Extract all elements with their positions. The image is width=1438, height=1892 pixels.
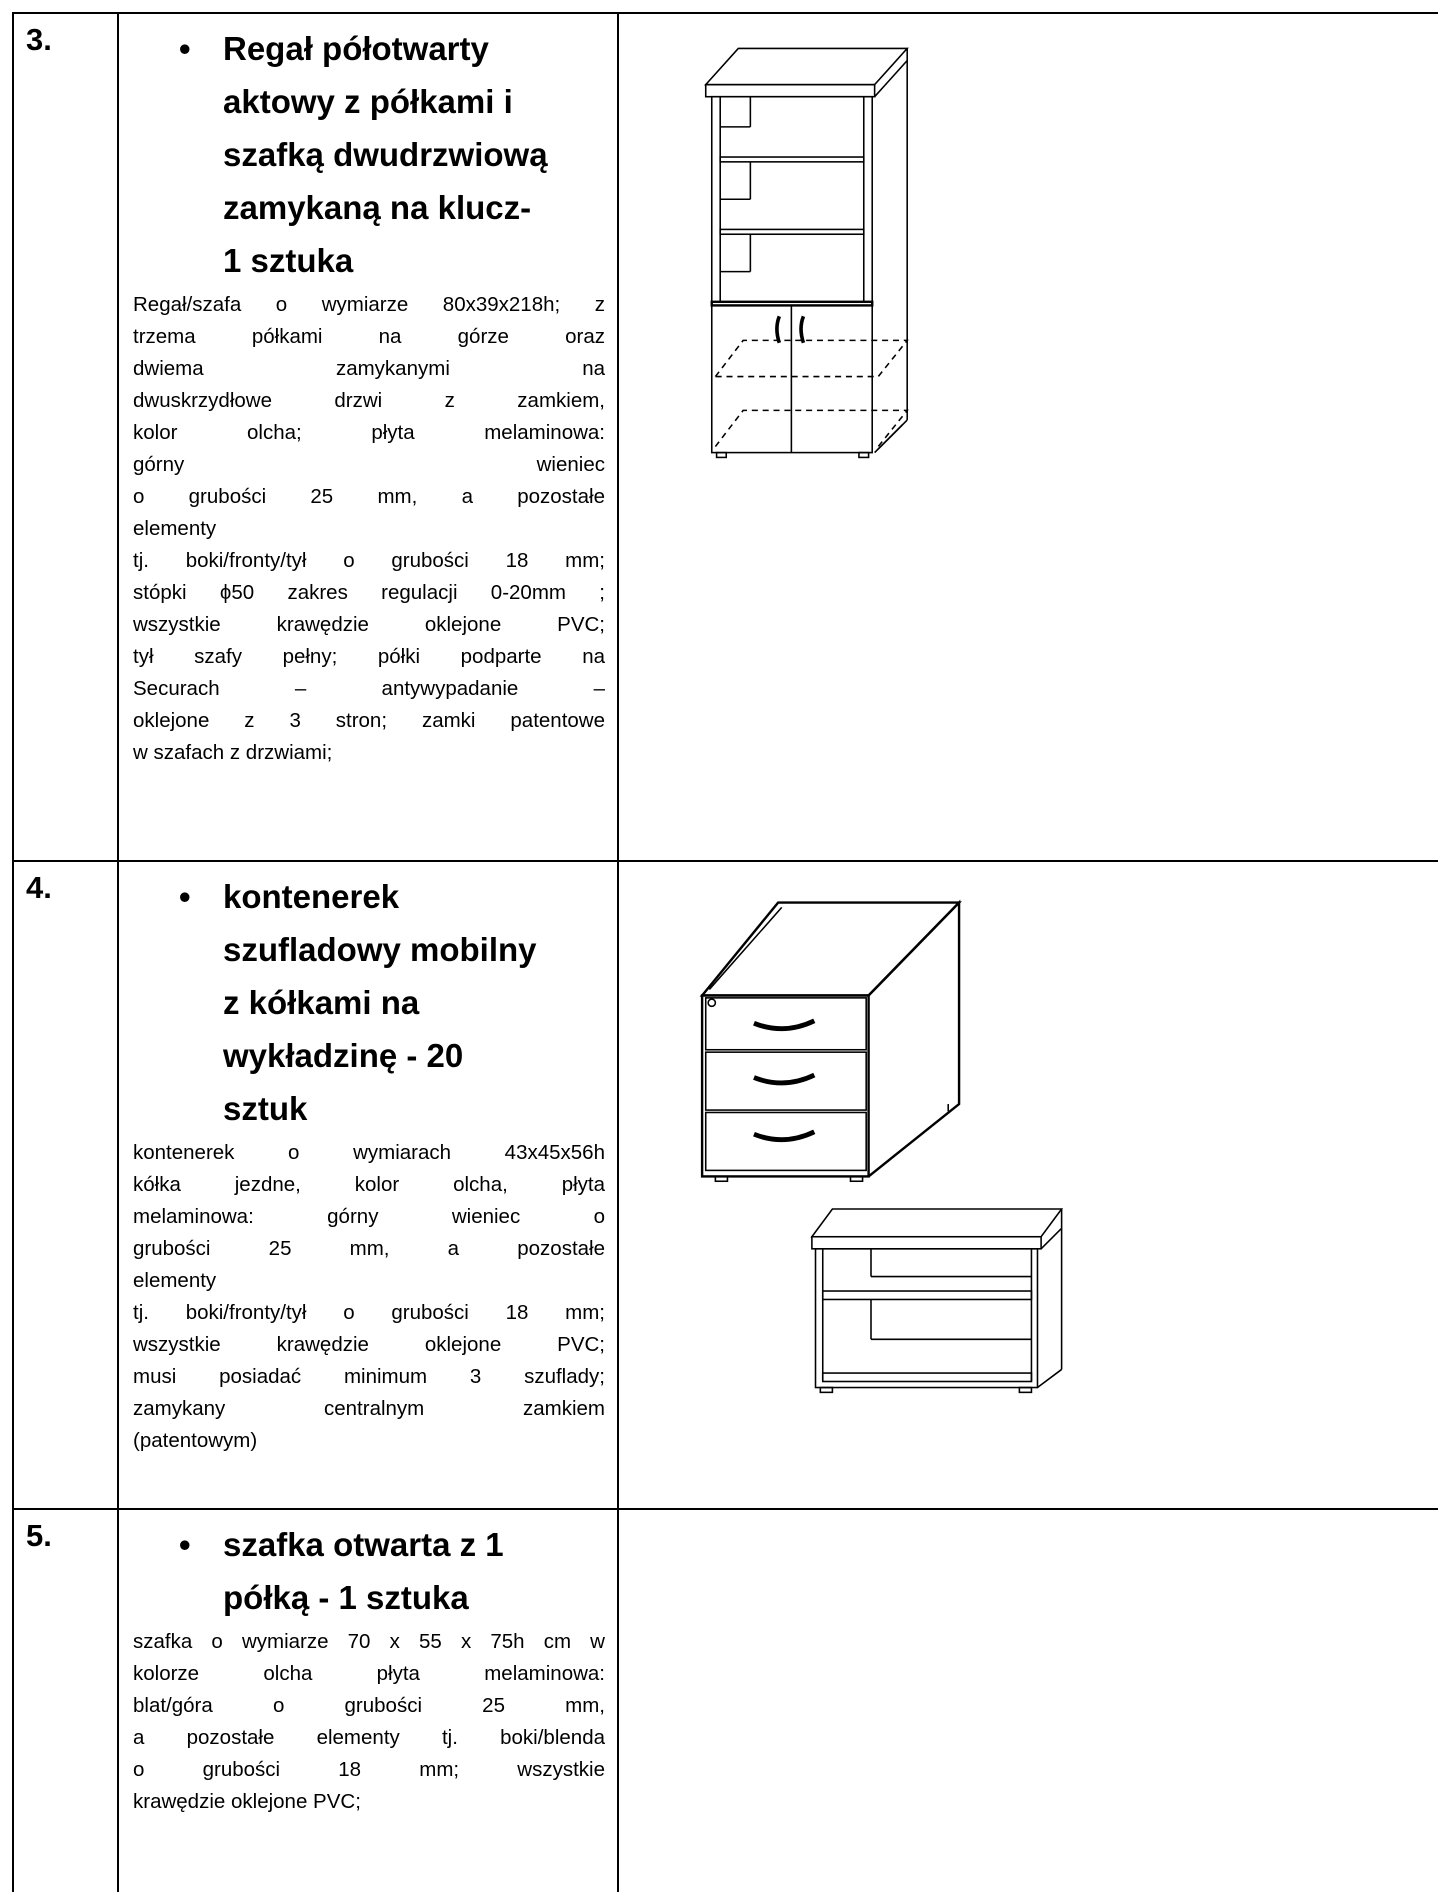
description-line: tj. boki/fronty/tył o grubości 18 mm; <box>133 549 605 572</box>
description-line: tj. boki/fronty/tył o grubości 18 mm; <box>133 1301 605 1324</box>
description-line: wszystkie krawędzie oklejone PVC; <box>133 613 605 636</box>
item-description: Regał/szafa o wymiarze 80x39x218h; z trze… <box>133 289 605 769</box>
description-line: Securach – antywypadanie – <box>133 677 605 700</box>
description-line: szafka o wymiarze 70 x 55 x 75h cm w <box>133 1630 605 1653</box>
item-number: 4. <box>26 870 52 905</box>
description-line: melaminowa: górny wieniec o <box>133 1205 605 1228</box>
description-line: w szafach z drzwiami; <box>133 741 333 764</box>
description-line: zamykany centralnym zamkiem <box>133 1397 605 1420</box>
description-line: Regał/szafa o wymiarze 80x39x218h; z <box>133 293 605 316</box>
title-line: szafka otwarta z 1 <box>223 1526 504 1563</box>
bookcase-drawing <box>703 47 909 459</box>
item-description: kontenerek o wymiarach 43x45x56h kółka je… <box>133 1137 605 1457</box>
description-line: o grubości 18 mm; wszystkie <box>133 1758 605 1781</box>
description-line: elementy <box>133 517 217 540</box>
description-line: stópki ϕ50 zakres regulacji 0-20mm ; <box>133 581 605 604</box>
title-line: szufladowy mobilny <box>223 931 537 968</box>
item-number: 3. <box>26 22 52 57</box>
item-description: szafka o wymiarze 70 x 55 x 75h cm w kolo… <box>133 1626 605 1818</box>
title-line: 1 sztuka <box>223 242 354 279</box>
table-border <box>12 860 1438 862</box>
table-border <box>617 12 619 1892</box>
description-line: wszystkie krawędzie oklejone PVC; <box>133 1333 605 1356</box>
title-line: zamykaną na klucz- <box>223 189 532 226</box>
description-line: trzema półkami na górze oraz <box>133 325 605 348</box>
title-line: z kółkami na <box>223 984 420 1021</box>
table-border <box>12 1508 1438 1510</box>
description-line: kontenerek o wymiarach 43x45x56h <box>133 1141 605 1164</box>
table-border <box>12 12 14 1892</box>
title-line: półką - 1 sztuka <box>223 1579 469 1616</box>
item-title: Regał półotwarty aktowy z półkami i szafką… <box>179 22 613 287</box>
item-title: kontenerek szufladowy mobilny z kółkami na… <box>179 870 613 1135</box>
description-line: dwuskrzydłowe drzwi z zamkiem, <box>133 389 605 412</box>
item-title: szafka otwarta z 1 półką - 1 sztuka <box>179 1518 613 1624</box>
table-border <box>12 12 1438 14</box>
description-line: krawędzie oklejone PVC; <box>133 1790 361 1813</box>
title-line: sztuk <box>223 1090 308 1127</box>
open-cabinet-drawing <box>810 1208 1064 1394</box>
title-line: wykładzinę - 20 <box>223 1037 464 1074</box>
title-line: Regał półotwarty <box>223 30 489 67</box>
description-line: kolor olcha; płyta melaminowa: <box>133 421 605 444</box>
description-line: kółka jezdne, kolor olcha, płyta <box>133 1173 605 1196</box>
description-line: a pozostałe elementy tj. boki/blenda <box>133 1726 605 1749</box>
description-line: oklejone z 3 stron; zamki patentowe <box>133 709 605 732</box>
title-line: aktowy z półkami i <box>223 83 513 120</box>
title-line: szafką dwudrzwiową <box>223 136 548 173</box>
description-line: kolorze olcha płyta melaminowa: <box>133 1662 605 1685</box>
description-line: dwiema zamykanymi na <box>133 357 605 380</box>
title-line: kontenerek <box>223 878 400 915</box>
table-border <box>117 12 119 1892</box>
description-line: tył szafy pełny; półki podparte na <box>133 645 605 668</box>
description-line: górny wieniec <box>133 453 605 476</box>
description-line: blat/góra o grubości 25 mm, <box>133 1694 605 1717</box>
description-line: o grubości 25 mm, a pozostałe <box>133 485 605 508</box>
description-line: (patentowym) <box>133 1429 258 1452</box>
drawer-unit-drawing <box>699 899 962 1183</box>
description-line: musi posiadać minimum 3 szuflady; <box>133 1365 605 1388</box>
description-line: grubości 25 mm, a pozostałe <box>133 1237 605 1260</box>
description-line: elementy <box>133 1269 217 1292</box>
item-number: 5. <box>26 1518 52 1553</box>
